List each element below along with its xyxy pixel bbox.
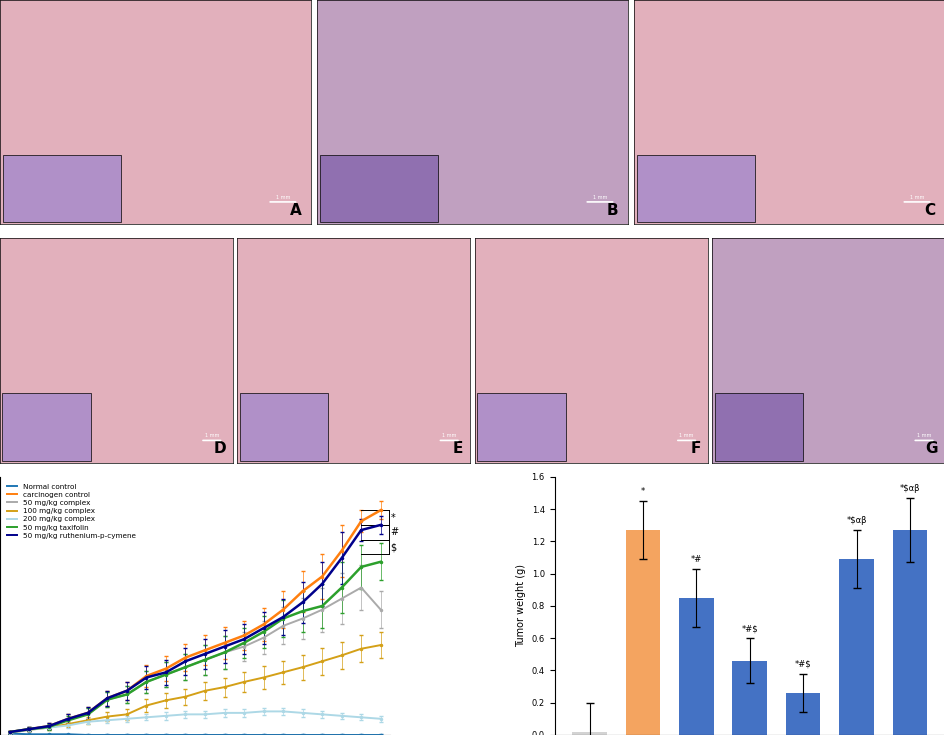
Text: 1 mm: 1 mm [679,433,693,438]
Text: D: D [213,441,226,456]
Text: 1 mm: 1 mm [276,195,290,200]
Bar [240,393,328,461]
Text: 1 mm: 1 mm [592,195,606,200]
Text: G: G [924,441,937,456]
Bar [477,393,565,461]
Text: C: C [923,203,935,218]
Bar [572,732,606,735]
Text: 1 mm: 1 mm [205,433,219,438]
Text: *#: *# [690,555,701,564]
Bar [838,559,873,735]
Text: 1 mm: 1 mm [916,433,930,438]
Legend: Normal control, carcinogen control, 50 mg/kg complex, 100 mg/kg complex, 200 mg/: Normal control, carcinogen control, 50 m… [4,481,139,542]
Bar [636,155,754,222]
Text: *: * [640,487,645,496]
Text: *#$: *#$ [741,625,757,634]
Bar [785,693,819,735]
Bar [714,393,802,461]
Bar [320,155,438,222]
Text: *#$: *#$ [794,660,811,669]
Text: E: E [452,441,463,456]
Bar [679,598,713,735]
Text: B: B [606,203,618,218]
Text: 1 mm: 1 mm [909,195,923,200]
Bar [625,530,660,735]
Text: $: $ [390,542,396,552]
Bar [891,530,926,735]
Text: *: * [390,512,395,523]
Y-axis label: Tumor weight (g): Tumor weight (g) [515,564,526,648]
Text: *$αβ: *$αβ [899,484,919,493]
Text: #: # [390,527,398,537]
Text: *$αβ: *$αβ [846,517,866,526]
Bar [2,393,91,461]
Bar [732,661,767,735]
Text: 1 mm: 1 mm [442,433,456,438]
Bar [3,155,121,222]
Text: A: A [290,203,301,218]
Text: F: F [689,441,700,456]
